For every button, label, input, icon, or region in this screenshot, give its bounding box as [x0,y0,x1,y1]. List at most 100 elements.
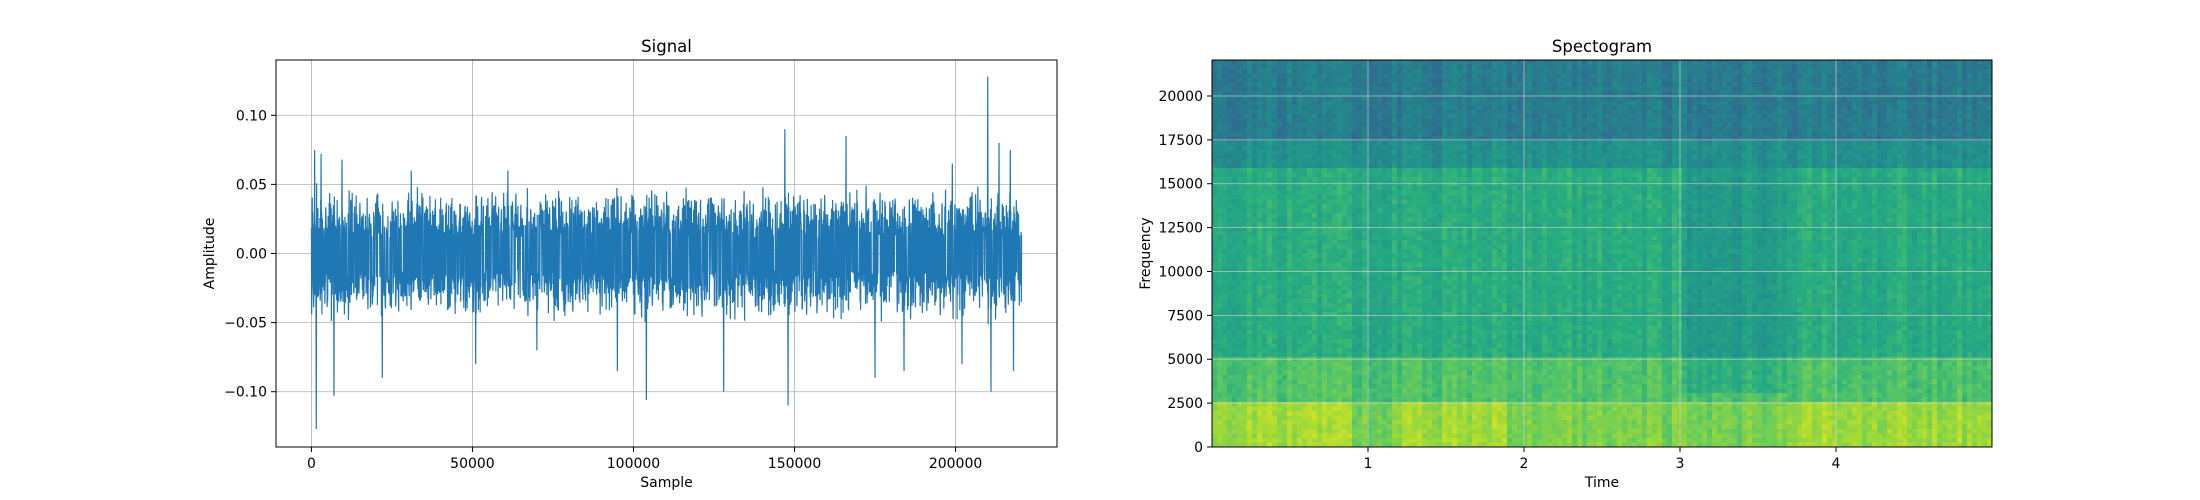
spectrogram-cell [1472,141,1478,147]
spectrogram-cell [1397,199,1403,205]
spectrogram-cell [1382,276,1388,282]
spectrogram-cell [1452,379,1458,385]
spectrogram-cell [1297,379,1303,385]
spectrogram-cell [1212,163,1218,169]
spectrogram-cell [1472,325,1478,331]
spectrogram-cell [1252,172,1258,178]
spectrogram-cell [1327,244,1333,250]
spectrogram-cell [1222,82,1228,88]
spectrogram-cell [1457,253,1463,259]
spectrogram-cell [1482,199,1488,205]
spectrogram-cell [1417,78,1423,84]
spectrogram-cell [1437,177,1443,183]
spectrogram-cell [1372,379,1378,385]
spectrogram-cell [1382,348,1388,354]
spectrogram-cell [1472,321,1478,327]
spectrogram-cell [1387,379,1393,385]
spectrogram-cell [1427,244,1433,250]
spectrogram-cell [1427,195,1433,201]
spectrogram-cell [1327,316,1333,322]
spectrogram-cell [1477,100,1483,106]
spectrogram-cell [1307,82,1313,88]
spectrogram-cell [1387,100,1393,106]
spectrogram-cell [1212,384,1218,390]
spectrogram-cell [1437,330,1443,336]
spectrogram-cell [1317,123,1323,129]
spectrogram-cell [1412,276,1418,282]
spectrogram-cell [1402,285,1408,291]
spectrogram-cell [1462,348,1468,354]
spectrogram-cell [1427,204,1433,210]
spectrogram-cell [1362,91,1368,97]
spectrogram-cell [1497,226,1503,232]
spectrogram-cell [1307,141,1313,147]
spectrogram-cell [1242,258,1248,264]
spectrogram-cell [1367,438,1373,444]
spectrogram-cell [1307,60,1313,66]
spectrogram-cell [1362,226,1368,232]
spectrogram-cell [1222,96,1228,102]
spectrogram-cell [1382,96,1388,102]
spectrogram-cell [1352,244,1358,250]
spectrogram-cell [1387,132,1393,138]
spectrogram-cell [1457,231,1463,237]
spectrogram-cell [1237,262,1243,268]
spectrogram-cell [1492,177,1498,183]
spectrogram-cell [1397,280,1403,286]
spectrogram-cell [1352,118,1358,124]
spectrogram-cell [1457,316,1463,322]
spectrogram-cell [1372,361,1378,367]
spectrogram-cell [1402,442,1408,447]
spectrogram-cell [1217,249,1223,255]
spectrogram-cell [1442,217,1448,223]
spectrogram-cell [1472,298,1478,304]
spectrogram-cell [1362,163,1368,169]
spectrogram-cell [1277,213,1283,219]
spectrogram-cell [1322,370,1328,376]
spectrogram-cell [1337,235,1343,241]
spectrogram-cell [1402,280,1408,286]
spectrogram-cell [1427,276,1433,282]
spectrogram-cell [1437,316,1443,322]
spectrogram-cell [1322,325,1328,331]
spectrogram-cell [1272,150,1278,156]
spectrogram-cell [1442,276,1448,282]
spectrogram-cell [1332,366,1338,372]
spectrogram-cell [1357,384,1363,390]
spectrogram-cell [1227,127,1233,133]
spectrogram-cell [1492,262,1498,268]
spectrogram-cell [1387,82,1393,88]
spectrogram-cell [1227,424,1233,430]
spectrogram-cell [1452,312,1458,318]
spectrogram-cell [1467,375,1473,381]
spectrogram-cell [1277,87,1283,93]
spectrogram-cell [1452,415,1458,421]
spectrogram-cell [1287,168,1293,174]
spectrogram-cell [1497,294,1503,300]
spectrogram-cell [1402,388,1408,394]
spectrogram-cell [1292,127,1298,133]
spectrogram-cell [1232,96,1238,102]
spectrogram-cell [1352,204,1358,210]
spectrogram-cell [1417,276,1423,282]
spectrogram-cell [1332,402,1338,408]
spectrogram-cell [1372,100,1378,106]
spectrogram-cell [1487,150,1493,156]
spectrogram-cell [1462,262,1468,268]
spectrogram-cell [1427,253,1433,259]
spectrogram-cell [1382,159,1388,165]
spectrogram-cell [1217,78,1223,84]
spectrogram-cell [1397,321,1403,327]
spectrogram-cell [1307,177,1313,183]
spectrogram-cell [1237,114,1243,120]
spectrogram-cell [1437,87,1443,93]
spectrogram-cell [1292,379,1298,385]
spectrogram-cell [1387,127,1393,133]
spectrogram-cell [1407,145,1413,151]
spectrogram-cell [1482,262,1488,268]
spectrogram-cell [1267,285,1273,291]
spectrogram-cell [1377,204,1383,210]
spectrogram-cell [1432,208,1438,214]
spectrogram-cell [1247,339,1253,345]
spectrogram-cell [1237,96,1243,102]
